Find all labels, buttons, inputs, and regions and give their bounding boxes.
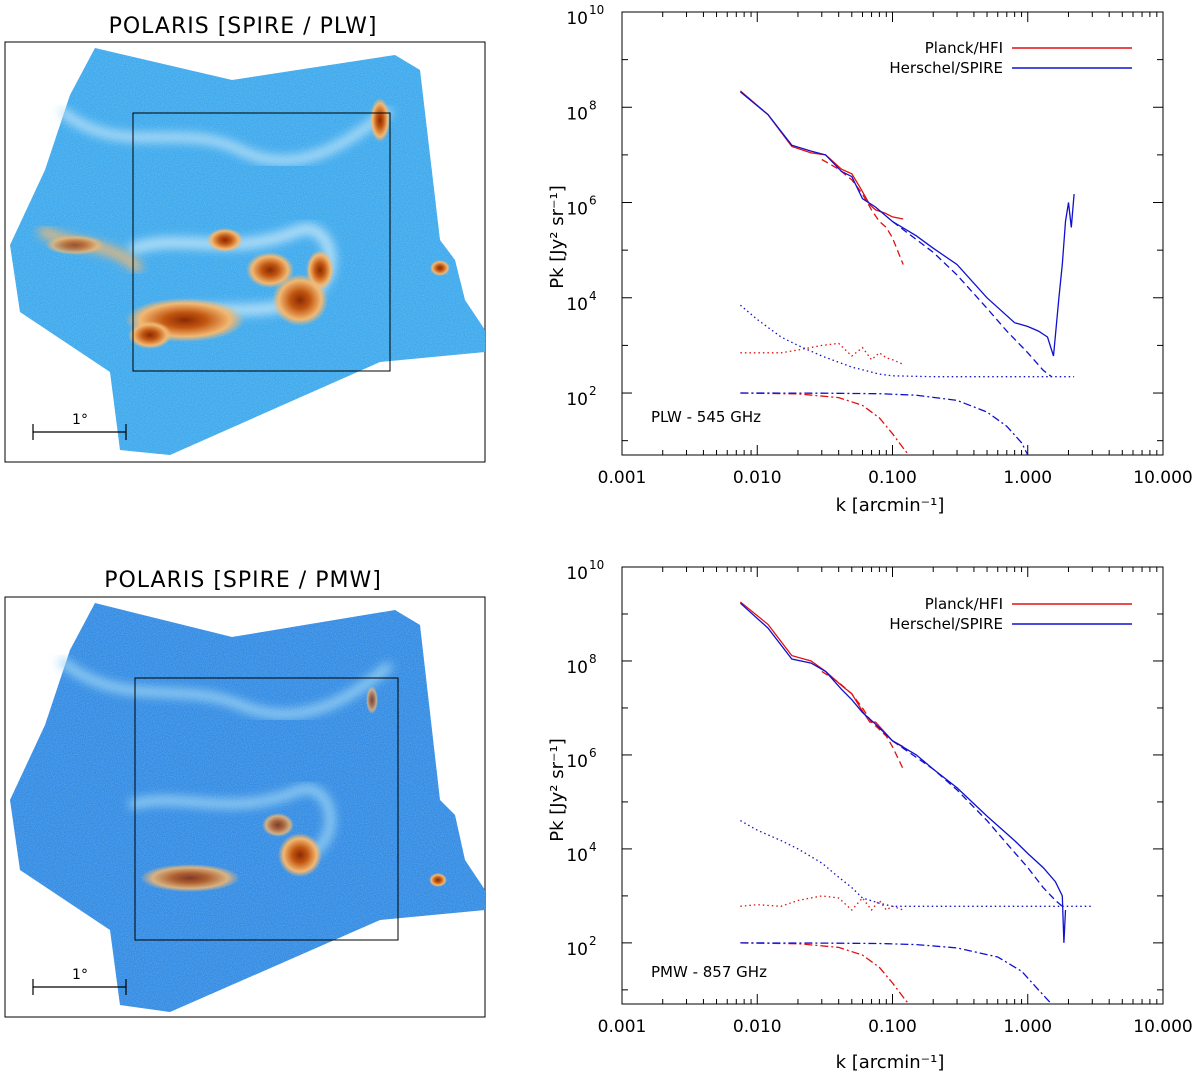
y-tick-label: 10 (566, 752, 588, 772)
map-panel-pmw: POLARIS [SPIRE / PMW] 1° (4, 568, 486, 1018)
series-herschel-spire-noise (740, 820, 1093, 907)
sky-map-image (10, 603, 485, 1012)
y-axis-title: Pk [Jy² sr⁻¹] (547, 185, 568, 288)
x-tick-label: 0.001 (598, 1017, 647, 1037)
x-tick-label: 1.000 (1003, 1017, 1052, 1037)
series-herschel-spire-model (892, 740, 1063, 907)
series-planck-hfi (739, 90, 904, 220)
series-planck-hfi-noise (740, 342, 904, 365)
y-axis-title: Pk [Jy² sr⁻¹] (547, 738, 568, 841)
x-tick-label: 10.000 (1133, 1017, 1192, 1037)
y-tick-exponent: 4 (589, 289, 597, 303)
x-axis-title: k [arcmin⁻¹] (836, 1052, 945, 1073)
y-tick-label: 10 (566, 9, 588, 29)
y-tick-label: 10 (566, 295, 588, 315)
series-planck-hfi-model (821, 158, 904, 265)
y-axis-label: Pk [Jy² sr⁻¹] (547, 185, 568, 288)
series-planck-hfi-model (821, 670, 904, 770)
legend: Planck/HFI Herschel/SPIRE (889, 39, 1132, 77)
band-label: PLW - 545 GHz (651, 408, 761, 426)
series-herschel-spire-model (892, 220, 1052, 378)
y-tick-label: 10 (566, 940, 588, 960)
series-herschel-spire-beam (740, 392, 1029, 455)
x-axis-label: k [arcmin⁻¹] (836, 495, 945, 516)
x-tick-label: 10.000 (1133, 468, 1192, 488)
x-tick-label: 1.000 (1003, 468, 1052, 488)
series-herschel-spire-beam (740, 942, 1053, 1004)
x-tick-label: 0.001 (598, 468, 647, 488)
legend-label: Planck/HFI (925, 595, 1003, 613)
sky-map-image (10, 48, 485, 455)
legend: Planck/HFI Herschel/SPIRE (889, 595, 1132, 633)
series-herschel-spire (739, 91, 1075, 357)
scale-bar: 1° (32, 412, 127, 440)
band-label: PMW - 857 GHz (651, 963, 767, 981)
y-tick-label: 10 (566, 390, 588, 410)
series-herschel-spire-noise (739, 304, 1075, 378)
y-tick-label: 10 (566, 104, 588, 124)
y-tick-exponent: 8 (589, 652, 597, 666)
x-axis-title: k [arcmin⁻¹] (836, 495, 945, 516)
y-tick-exponent: 8 (589, 98, 597, 112)
y-tick-label: 10 (566, 658, 588, 678)
y-axis-label: Pk [Jy² sr⁻¹] (547, 738, 568, 841)
series-planck-hfi-beam (740, 392, 910, 455)
x-tick-label: 0.100 (868, 1017, 917, 1037)
zoom-box (134, 677, 399, 941)
y-tick-label: 10 (566, 564, 588, 584)
y-tick-exponent: 6 (589, 194, 597, 208)
legend-label: Planck/HFI (925, 39, 1003, 57)
map-title: POLARIS [SPIRE / PLW] (109, 14, 378, 39)
x-tick-label: 0.100 (868, 468, 917, 488)
legend-label: Herschel/SPIRE (889, 59, 1003, 77)
scale-bar-label: 1° (72, 967, 88, 983)
legend-label: Herschel/SPIRE (889, 615, 1003, 633)
y-tick-exponent: 10 (589, 3, 604, 17)
y-tick-exponent: 6 (589, 746, 597, 760)
y-tick-exponent: 10 (589, 558, 604, 572)
map-panel-plw: POLARIS [SPIRE / PLW] 1° (4, 14, 486, 463)
x-tick-label: 0.010 (733, 1017, 782, 1037)
y-tick-exponent: 2 (589, 934, 597, 948)
x-tick-label: 0.010 (733, 468, 782, 488)
y-tick-label: 10 (566, 200, 588, 220)
zoom-box (132, 112, 391, 372)
x-axis-label: k [arcmin⁻¹] (836, 1052, 945, 1073)
y-tick-label: 10 (566, 846, 588, 866)
scale-bar-label: 1° (72, 412, 88, 428)
series-planck-hfi (739, 601, 904, 748)
series-planck-hfi-beam (740, 942, 910, 1004)
plot-frame (621, 11, 1164, 456)
y-tick-exponent: 4 (589, 840, 597, 854)
series-planck-hfi-noise (740, 895, 904, 912)
series-herschel-spire (739, 602, 1067, 943)
scale-bar: 1° (32, 967, 127, 995)
y-tick-exponent: 2 (589, 384, 597, 398)
map-title: POLARIS [SPIRE / PMW] (104, 568, 382, 593)
